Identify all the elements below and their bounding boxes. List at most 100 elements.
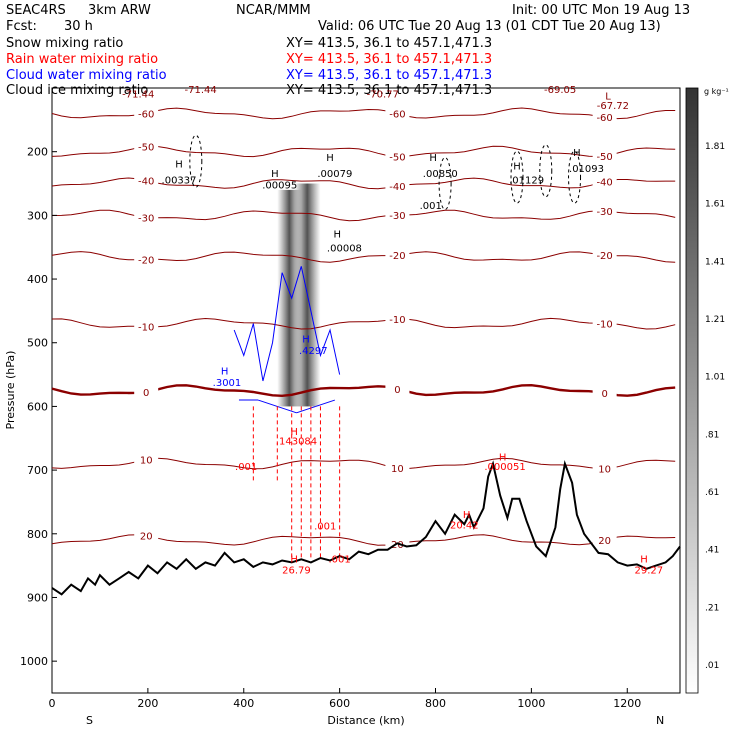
extremum-label: 29.27 (635, 565, 664, 576)
isotherm-label: -20 (596, 251, 612, 262)
isotherm-label-bg (134, 453, 159, 465)
isotherm-label: -50 (596, 152, 612, 163)
y-tick-label: 300 (27, 209, 48, 222)
extremum-label: H (573, 148, 581, 159)
colorbar-label: 1.01 (705, 373, 725, 383)
isotherm-label-bg (592, 387, 617, 399)
extremum-label: -71.44 (122, 90, 154, 101)
extremum-label: H (221, 367, 229, 378)
isotherm-label: -10 (138, 322, 154, 333)
isotherm-label-bg (385, 382, 410, 394)
isotherm-label: -20 (138, 255, 154, 266)
colorbar (685, 87, 699, 694)
y-tick-label: 600 (27, 400, 48, 413)
field-snow-name: Snow mixing ratio (6, 36, 123, 51)
colorbar-label: 1.41 (705, 257, 725, 267)
plot-frame (51, 87, 681, 694)
extremum-label: .01093 (569, 164, 604, 175)
extremum-label: H (333, 230, 341, 241)
field-snow-xy: XY= 413.5, 36.1 to 457.1,471.3 (286, 36, 492, 51)
isotherm-label: -30 (389, 211, 405, 222)
y-tick-label: 800 (27, 528, 48, 541)
isotherm-label-bg (385, 107, 410, 119)
isotherm-label-bg (592, 111, 617, 123)
extremum-label: .3001 (213, 378, 242, 389)
isotherm-label-bg (592, 175, 617, 187)
isotherm-label: -50 (138, 142, 154, 153)
isotherm: -40 -40 -40 (51, 174, 676, 193)
extremum-label: H (326, 153, 334, 164)
cloud-ice-contour (539, 144, 553, 198)
plot-area: -60 -60 -60-50-50 -50-40 -40 -40-30 -30 -30-20-… (20, 85, 681, 710)
isotherm: -60 -60 -60 (51, 107, 676, 124)
isotherm: -50 -50 -50 (51, 140, 676, 164)
extremum-label: H (271, 169, 279, 180)
isotherm-label: -10 (389, 315, 405, 326)
isotherm-label: -60 (138, 109, 154, 120)
isotherm-label-bg (385, 150, 410, 162)
colorbar-label: 1.81 (705, 142, 725, 152)
x-end-label-right: N (656, 714, 664, 727)
extremum-label: .00079 (317, 169, 352, 180)
colorbar-label: .21 (705, 603, 719, 613)
extremum-label: .001 (329, 554, 351, 565)
isotherm-label: 20 (140, 532, 153, 543)
extremum-label: .000051 (484, 462, 525, 473)
extremum-label: -71.44 (184, 85, 216, 96)
isotherm-label: 0 (601, 389, 607, 400)
isotherm-label: -40 (389, 182, 405, 193)
colorbar-label: .01 (705, 661, 719, 671)
extremum-label: H (463, 510, 471, 521)
field-rain-name: Rain water mixing ratio (6, 52, 158, 67)
x-tick-label: 0 (49, 697, 56, 710)
extremum-label: H (499, 453, 507, 464)
isotherm-label: 0 (143, 388, 149, 399)
isotherm-label: 0 (394, 385, 400, 396)
isotherm-label: -60 (389, 110, 405, 121)
field-cloudwater-xy: XY= 413.5, 36.1 to 457.1,471.3 (286, 68, 492, 83)
extremum-label: -69.05 (544, 85, 576, 96)
field-rain-xy: XY= 413.5, 36.1 to 457.1,471.3 (286, 52, 492, 67)
isotherm-label: -50 (389, 153, 405, 164)
extremum-label: .001 (314, 521, 336, 532)
extremum-label: H (175, 160, 183, 171)
extremum-label: -67.72 (597, 101, 629, 112)
isotherm: -10 -10 -10 (51, 313, 676, 333)
isotherm-label-bg (592, 249, 617, 261)
valid-label: Valid: 06 UTC Tue 20 Aug 13 (01 CDT Tue … (318, 19, 661, 34)
x-tick-label: 800 (425, 697, 446, 710)
isotherm-label-bg (134, 174, 159, 186)
cloud-ice-contour (510, 150, 524, 204)
colorbar-label: .81 (705, 430, 719, 440)
isotherm-label-bg (385, 313, 410, 325)
isotherm-label-bg (134, 107, 159, 119)
isotherm-label-bg (134, 529, 159, 541)
isotherm-label: -30 (596, 207, 612, 218)
colorbar-label: .61 (705, 488, 719, 498)
extremum-label: 26.79 (282, 565, 311, 576)
isotherm-label-bg (385, 179, 410, 191)
isotherm: 10 10 10 (51, 453, 676, 476)
x-axis-label: Distance (km) (327, 714, 404, 727)
y-axis-label: Pressure (hPa) (4, 351, 17, 430)
project-label: SEAC4RS (6, 3, 66, 18)
colorbar-label: .41 (705, 546, 719, 556)
extremum-label: -70.77 (367, 90, 399, 101)
extremum-label: H (513, 162, 521, 173)
model-label: 3km ARW (88, 3, 151, 18)
x-tick-label: 400 (233, 697, 254, 710)
isotherm-label: -40 (596, 178, 612, 189)
extremum-label: H (290, 554, 298, 565)
center-label: NCAR/MMM (236, 3, 311, 18)
extremum-label: .4297 (299, 346, 328, 357)
init-label: Init: 00 UTC Mon 19 Aug 13 (512, 3, 690, 18)
extremum-label: 20.42 (450, 521, 479, 532)
extremum-label: .01129 (509, 176, 544, 187)
y-tick-label: 1000 (20, 655, 48, 668)
field-cloudwater-name: Cloud water mixing ratio (6, 68, 167, 83)
x-end-label-left: S (86, 714, 93, 727)
y-tick-label: 900 (27, 591, 48, 604)
cloud-ice-contour (568, 150, 582, 204)
extremum-label: H (302, 335, 310, 346)
isotherm-label: 10 (140, 456, 153, 467)
